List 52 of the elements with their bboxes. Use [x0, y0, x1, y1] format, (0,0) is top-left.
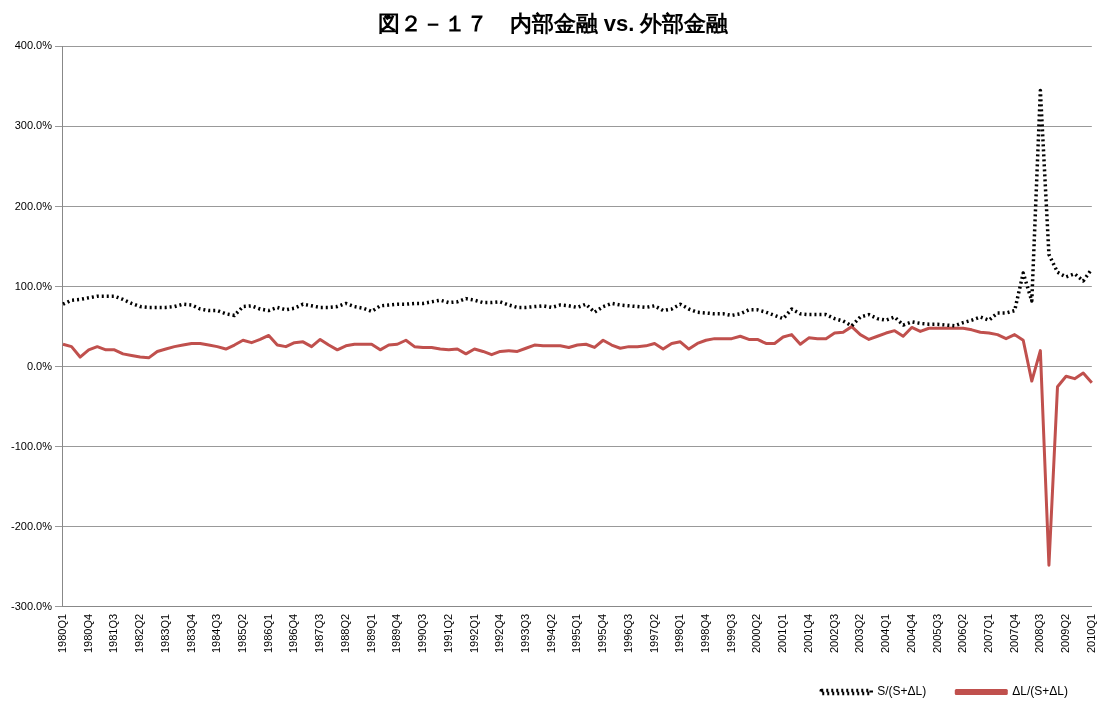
chart-title: 図２－１７ 内部金融 vs. 外部金融 — [377, 11, 730, 37]
x-tick-label: 1982Q2 — [133, 613, 146, 654]
x-tick-label: 1986Q4 — [287, 613, 300, 654]
x-tick-label: 1983Q4 — [184, 613, 197, 654]
x-tick-label: 1992Q4 — [493, 613, 506, 654]
x-tick-label: 2008Q3 — [1033, 613, 1046, 654]
x-tick-label: 2007Q4 — [1007, 613, 1020, 654]
x-tick-label: 2004Q1 — [879, 613, 892, 654]
x-tick-label: 1990Q3 — [416, 613, 429, 654]
x-tick-label: 1986Q1 — [261, 613, 274, 654]
legend-label: ΔL/(S+ΔL) — [1012, 684, 1068, 699]
x-tick-label: 2003Q2 — [853, 613, 866, 654]
x-tick-label: 2006Q2 — [956, 613, 969, 654]
y-tick-label: 0.0% — [26, 359, 53, 372]
x-tick-label: 2001Q1 — [776, 613, 789, 654]
x-tick-label: 2000Q2 — [750, 613, 763, 654]
x-tick-label: 1989Q4 — [390, 613, 403, 654]
x-tick-label: 1984Q3 — [210, 613, 223, 654]
x-tick-label: 1988Q2 — [338, 613, 351, 654]
x-tick-label: 1992Q1 — [467, 613, 480, 654]
x-tick-label: 1995Q4 — [596, 613, 609, 654]
x-tick-label: 1999Q3 — [724, 613, 737, 654]
x-tick-label: 1987Q3 — [313, 613, 326, 654]
x-tick-label: 2005Q3 — [930, 613, 943, 654]
x-tick-label: 1980Q1 — [56, 613, 68, 654]
x-tick-label: 1994Q2 — [544, 613, 557, 654]
x-tick-label: 1995Q1 — [570, 613, 583, 654]
y-tick-label: 300.0% — [14, 119, 53, 132]
x-tick-label: 1989Q1 — [364, 613, 377, 654]
x-tick-label: 1993Q3 — [518, 613, 531, 654]
y-tick-label: 400.0% — [14, 39, 53, 52]
x-tick-label: 1997Q2 — [647, 613, 660, 654]
y-tick-label: -200.0% — [10, 519, 53, 532]
x-tick-label: 2007Q1 — [981, 613, 994, 654]
x-tick-label: 1998Q4 — [699, 613, 712, 654]
x-tick-label: 1981Q3 — [107, 613, 120, 654]
x-tick-label: 2004Q4 — [904, 613, 917, 654]
x-tick-label: 1998Q1 — [673, 613, 686, 654]
x-tick-label: 1980Q4 — [81, 613, 94, 654]
x-tick-label: 2001Q4 — [801, 613, 814, 654]
y-tick-label: -100.0% — [10, 439, 53, 452]
y-tick-label: -300.0% — [10, 599, 53, 612]
y-tick-label: 200.0% — [14, 199, 53, 212]
x-tick-label: 1983Q1 — [158, 613, 171, 654]
x-tick-label: 1991Q2 — [441, 613, 454, 654]
x-tick-label: 1996Q3 — [621, 613, 634, 654]
x-tick-label: 2010Q1 — [1084, 613, 1097, 654]
y-tick-label: 100.0% — [14, 279, 53, 292]
x-tick-label: 1985Q2 — [236, 613, 249, 654]
x-tick-label: 2009Q2 — [1059, 613, 1072, 654]
legend-label: S/(S+ΔL) — [877, 684, 927, 699]
x-tick-label: 2002Q3 — [827, 613, 840, 654]
